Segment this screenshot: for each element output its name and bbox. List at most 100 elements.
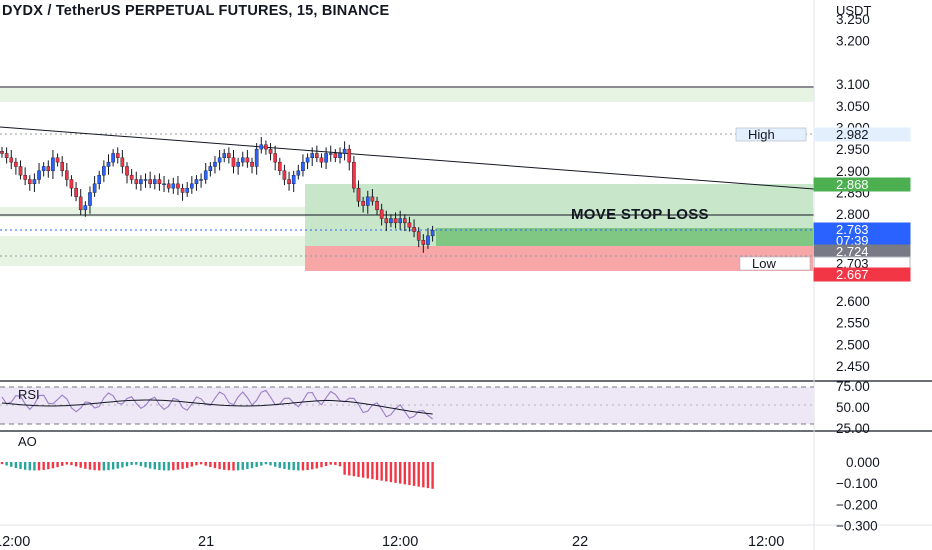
ao-bar xyxy=(283,462,286,469)
ao-bar xyxy=(42,462,45,470)
candle-body xyxy=(41,166,46,172)
candle-body xyxy=(231,157,236,167)
ao-bar xyxy=(60,462,64,466)
ao-bar xyxy=(357,462,360,477)
resistance-zone xyxy=(0,88,814,102)
ao-bar xyxy=(167,462,170,471)
ao-bar xyxy=(422,462,425,488)
price-tag xyxy=(813,177,911,192)
rsi-axis[interactable]: 75.00 50.00 25.00 xyxy=(836,379,870,436)
candle-body xyxy=(157,179,162,185)
ao-bar xyxy=(84,462,87,469)
candle-body xyxy=(4,153,9,158)
candle-body xyxy=(384,218,389,224)
candle-body xyxy=(421,240,426,245)
ao-tick-label: −0.100 xyxy=(836,476,878,491)
price-tag-value: 2.868 xyxy=(836,177,869,192)
price-tick-label: 2.600 xyxy=(836,294,870,309)
candle-body xyxy=(426,235,430,245)
price-tag-value: 2.667 xyxy=(836,267,869,282)
ao-bar xyxy=(88,462,92,470)
candle-body xyxy=(217,157,222,163)
ao-bar xyxy=(403,462,407,485)
candle-body xyxy=(92,183,97,193)
candle-body xyxy=(370,196,375,202)
candle-body xyxy=(268,148,273,154)
ao-bar xyxy=(232,462,235,471)
price-tag xyxy=(813,127,911,142)
ao-bar xyxy=(371,462,374,480)
ao-bar xyxy=(223,462,226,470)
level-lines xyxy=(0,86,815,257)
time-axis[interactable]: 12:00 21 12:00 22 12:00 xyxy=(0,534,784,550)
ao-bar xyxy=(93,462,96,471)
price-tick-label: 2.450 xyxy=(836,359,870,374)
price-tick-label: 2.950 xyxy=(836,142,870,157)
candle-body xyxy=(74,187,78,198)
rsi-line xyxy=(1,389,433,420)
ao-axis[interactable]: 0.000 −0.100 −0.200 −0.300 xyxy=(836,455,880,534)
ao-bar xyxy=(56,462,59,468)
time-tick-label: 12:00 xyxy=(748,534,784,550)
price-axis[interactable]: 3.2503.2003.1003.0503.0002.9502.9002.850… xyxy=(836,12,870,374)
ao-bar xyxy=(47,462,50,470)
candle-body xyxy=(115,153,120,158)
candle-body xyxy=(194,179,199,185)
rsi-tick-label: 50.00 xyxy=(836,400,870,415)
ao-bar xyxy=(23,462,27,470)
ao-bar xyxy=(297,462,300,471)
ao-bar xyxy=(250,462,254,469)
ao-bar xyxy=(352,462,356,477)
candle-body xyxy=(88,192,92,206)
ao-tick-label: −0.200 xyxy=(836,497,878,512)
ao-tick-label: −0.300 xyxy=(836,519,878,534)
ao-bar xyxy=(269,462,272,466)
ao-bar xyxy=(102,462,106,471)
ao-bar xyxy=(324,462,328,467)
candle-body xyxy=(199,179,203,181)
candle-body xyxy=(129,174,134,180)
candle-body xyxy=(361,200,365,206)
candle-body xyxy=(342,148,347,154)
ao-bar xyxy=(260,462,263,466)
candle-body xyxy=(222,153,227,158)
ao-bar xyxy=(398,462,402,484)
ao-bar xyxy=(135,462,138,465)
ao-bar xyxy=(0,462,4,465)
candle-body xyxy=(213,161,217,167)
ao-bar xyxy=(195,462,198,466)
candle-body xyxy=(0,151,4,154)
candle-body xyxy=(301,161,305,172)
ao-bar xyxy=(292,462,295,471)
candle-body xyxy=(65,170,69,180)
ao-bar xyxy=(338,462,342,467)
candle-body xyxy=(365,196,370,206)
price-tick-label: 2.550 xyxy=(836,316,870,331)
ao-bar xyxy=(213,462,217,469)
candle-body xyxy=(240,157,245,163)
ao-bar xyxy=(301,462,305,471)
candle-body xyxy=(393,218,398,224)
candle-body xyxy=(254,148,259,167)
price-tag-countdown: 07:39 xyxy=(836,233,869,248)
rsi-label: RSI xyxy=(18,387,40,402)
ao-bar xyxy=(348,462,351,476)
candle-body xyxy=(111,153,115,163)
ao-label: AO xyxy=(18,434,37,449)
ao-bar xyxy=(380,462,383,481)
price-tick-label: 2.900 xyxy=(836,164,870,179)
candle-body xyxy=(32,179,37,185)
ao-bar xyxy=(144,462,147,468)
move-stop-loss-annotation: MOVE STOP LOSS xyxy=(571,206,709,223)
ao-histogram xyxy=(0,462,434,489)
time-tick-label: 22 xyxy=(572,534,588,550)
ao-bar xyxy=(389,462,393,483)
candle-body xyxy=(296,170,301,176)
ao-bar xyxy=(385,462,388,482)
candle-body xyxy=(245,157,250,163)
candle-body xyxy=(78,196,83,211)
candle-body xyxy=(333,153,338,158)
candle-body xyxy=(139,179,143,185)
candle-body xyxy=(227,153,231,158)
